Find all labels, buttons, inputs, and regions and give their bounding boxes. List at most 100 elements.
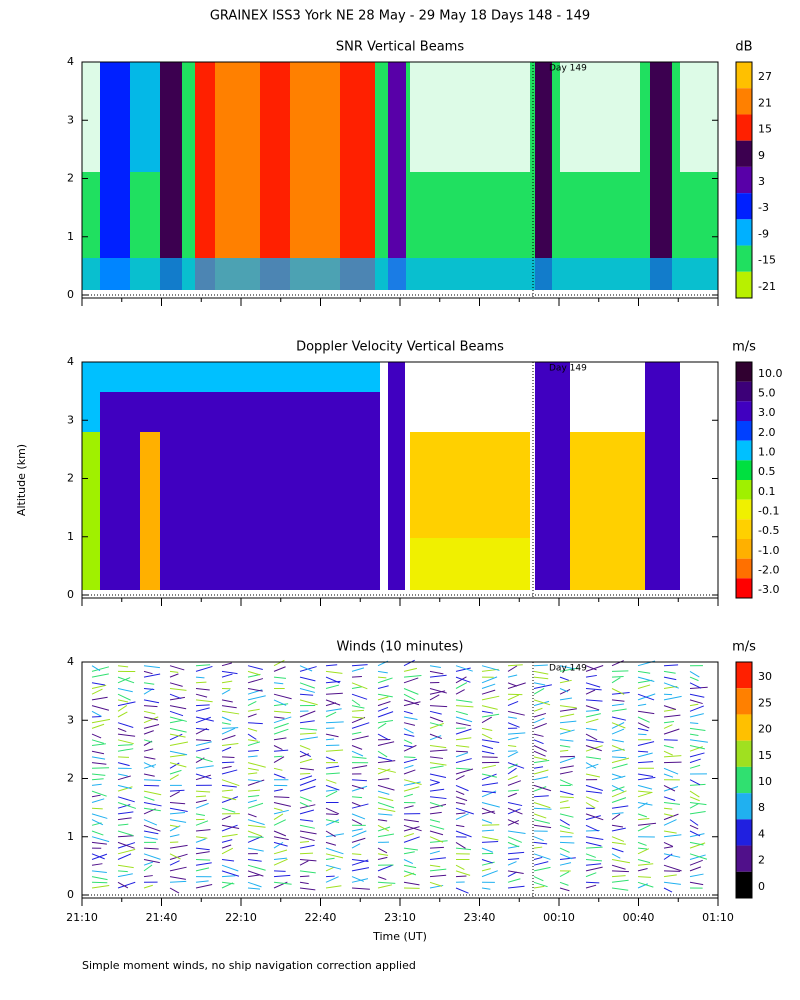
wind-barb xyxy=(247,767,259,771)
wind-barb xyxy=(637,863,654,866)
wind-barb xyxy=(689,733,699,736)
wind-barb xyxy=(351,765,368,769)
wind-barb xyxy=(91,682,105,686)
wind-barb xyxy=(689,739,708,743)
wind-barb xyxy=(299,753,310,758)
wind-barb xyxy=(533,795,549,798)
wind-barb xyxy=(247,739,259,742)
colorbar-swatch xyxy=(736,871,752,898)
wind-barb xyxy=(637,802,653,806)
wind-barb xyxy=(481,847,494,853)
wind-barb xyxy=(169,824,180,828)
wind-barb xyxy=(91,684,107,689)
wind-barb xyxy=(403,756,416,758)
wind-barb xyxy=(351,837,366,843)
wind-barb xyxy=(533,784,552,792)
wind-barb xyxy=(169,819,187,823)
wind-barb xyxy=(247,741,261,746)
field xyxy=(535,362,570,590)
wind-barb xyxy=(507,745,517,747)
wind-barb xyxy=(481,716,492,724)
wind-barb xyxy=(455,784,469,792)
wind-barb xyxy=(273,830,287,837)
wind-barb xyxy=(351,843,361,849)
wind-barb xyxy=(403,674,422,678)
wind-barb xyxy=(585,872,597,878)
wind-barb xyxy=(611,670,629,672)
wind-barb xyxy=(117,688,133,693)
wind-barb xyxy=(663,796,676,801)
wind-barb xyxy=(247,874,261,878)
wind-barb xyxy=(689,790,700,798)
wind-barb xyxy=(611,692,630,695)
wind-barb xyxy=(143,716,159,724)
wind-barb xyxy=(403,847,418,851)
wind-barb xyxy=(195,829,211,832)
wind-barb xyxy=(221,847,234,855)
wind-barb xyxy=(143,710,156,715)
wind-barb xyxy=(273,703,289,707)
wind-barb xyxy=(195,765,214,769)
wind-barb xyxy=(221,859,235,862)
colorbar-swatch xyxy=(736,539,752,559)
wind-barb xyxy=(377,719,394,724)
wind-barb xyxy=(637,784,653,790)
wind-barb xyxy=(273,722,289,729)
wind-barb xyxy=(611,716,626,721)
wind-barb xyxy=(273,881,288,889)
wind-barb xyxy=(195,802,209,809)
wind-barb xyxy=(611,875,626,878)
wind-barb xyxy=(611,827,626,832)
colorbar-swatch xyxy=(736,480,752,500)
wind-barb xyxy=(611,812,624,815)
wind-barb xyxy=(169,696,185,701)
colorbar-unit: dB xyxy=(735,40,752,55)
wind-barb xyxy=(455,830,472,838)
wind-barb xyxy=(299,841,310,843)
colorbar-swatch xyxy=(736,421,752,441)
wind-barb xyxy=(195,838,206,843)
wind-barb xyxy=(637,741,655,746)
wind-barb xyxy=(325,711,337,718)
wind-barb xyxy=(559,813,574,818)
wind-barb xyxy=(143,716,159,721)
wind-barb xyxy=(117,830,134,837)
wind-barb xyxy=(689,745,706,750)
wind-barb xyxy=(195,665,213,672)
wind-barb xyxy=(377,884,393,889)
wind-barb xyxy=(221,734,236,741)
wind-barb xyxy=(273,802,291,807)
wind-barb xyxy=(377,856,388,860)
wind-barb xyxy=(325,738,335,741)
wind-barb xyxy=(325,830,336,838)
wind-barb xyxy=(299,802,310,808)
y-tick-label: 3 xyxy=(67,413,74,426)
wind-barb xyxy=(117,802,137,809)
wind-barb xyxy=(91,696,108,701)
wind-barb xyxy=(195,716,211,724)
wind-barb xyxy=(481,868,491,872)
wind-barb xyxy=(507,878,521,883)
wind-barb xyxy=(273,716,292,724)
wind-barb xyxy=(533,766,544,769)
wind-barb xyxy=(559,688,569,693)
wind-barb xyxy=(325,866,335,872)
field xyxy=(100,62,130,290)
wind-barb xyxy=(169,880,187,883)
wind-barb xyxy=(637,776,656,781)
wind-barb xyxy=(481,773,497,781)
wind-barb xyxy=(507,792,517,798)
wind-barb xyxy=(403,819,419,823)
wind-barb xyxy=(143,859,160,864)
wind-barb xyxy=(663,767,679,775)
colorbar-swatch xyxy=(736,271,752,298)
wind-barb xyxy=(611,824,624,828)
wind-barb xyxy=(247,713,257,718)
field xyxy=(650,62,672,290)
wind-barb xyxy=(195,799,207,803)
wind-barb xyxy=(195,741,212,746)
wind-barb xyxy=(533,861,549,866)
colorbar-label: -21 xyxy=(758,280,776,293)
wind-barb xyxy=(637,716,650,723)
field xyxy=(570,432,645,590)
